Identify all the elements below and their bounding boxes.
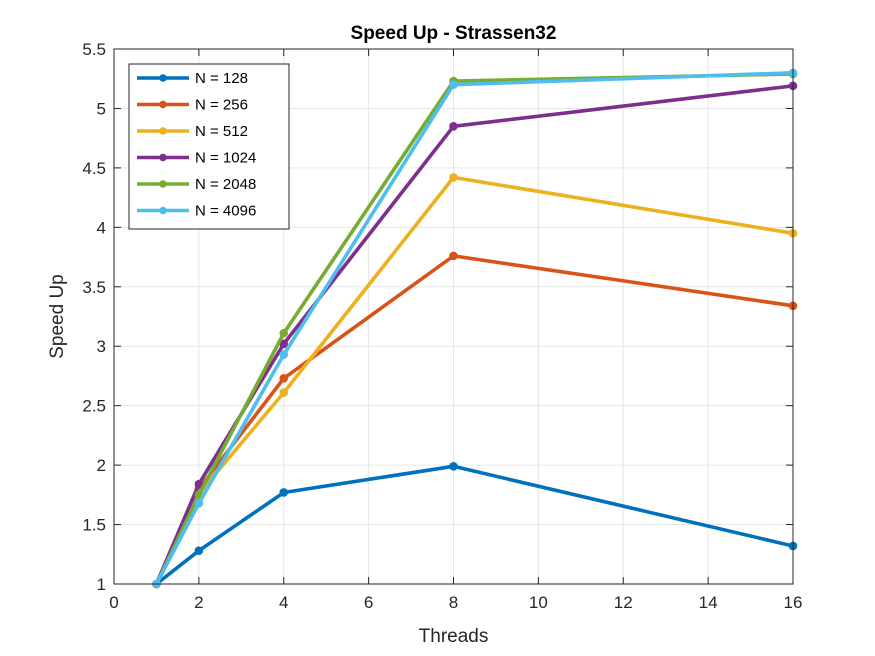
y-tick-label: 4.5 bbox=[82, 159, 106, 178]
axis-ticks: 0 2 4 6 8 10 12 14 16 1 1.5 2 2.5 3 3.5 4 4.5 5 5.5 bbox=[82, 40, 802, 612]
legend-label: N = 2048 bbox=[195, 176, 256, 193]
legend-label: N = 256 bbox=[195, 97, 248, 114]
x-tick-label: 10 bbox=[529, 593, 548, 612]
data-point bbox=[279, 488, 289, 497]
y-tick-label: 1 bbox=[97, 575, 106, 594]
data-point bbox=[279, 350, 289, 359]
y-tick-label: 2 bbox=[97, 456, 106, 475]
y-tick-label: 1.5 bbox=[82, 516, 106, 535]
y-tick-label: 5 bbox=[97, 99, 106, 118]
data-point bbox=[279, 374, 289, 383]
legend-marker bbox=[159, 100, 167, 109]
legend-label: N = 1024 bbox=[195, 150, 256, 167]
legend-label: N = 128 bbox=[195, 70, 248, 87]
legend-marker bbox=[159, 206, 167, 215]
y-tick-label: 3 bbox=[97, 337, 106, 356]
y-tick-label: 5.5 bbox=[82, 40, 106, 59]
legend-box bbox=[128, 63, 290, 230]
data-point bbox=[194, 498, 204, 508]
legend-marker bbox=[159, 74, 167, 82]
data-point bbox=[194, 546, 204, 556]
chart-title: Speed Up - Strassen32 bbox=[351, 23, 557, 44]
x-tick-label: 0 bbox=[109, 593, 118, 612]
legend: N = 128 N = 256 N = 512 N = 1024 N = 2048 N =… bbox=[128, 63, 290, 230]
data-point bbox=[449, 462, 458, 471]
y-tick-label: 4 bbox=[97, 218, 106, 237]
x-tick-label: 8 bbox=[449, 593, 458, 612]
x-tick-label: 4 bbox=[279, 593, 288, 612]
y-axis-label: Speed Up bbox=[47, 274, 68, 359]
x-tick-label: 16 bbox=[784, 593, 803, 612]
legend-marker bbox=[159, 180, 167, 188]
legend-label: N = 4096 bbox=[195, 203, 256, 220]
data-point bbox=[449, 80, 458, 89]
y-tick-label: 2.5 bbox=[82, 397, 106, 416]
legend-marker bbox=[159, 153, 167, 162]
series-layer bbox=[152, 68, 798, 589]
x-tick-label: 2 bbox=[194, 593, 203, 612]
data-point bbox=[279, 388, 289, 397]
y-tick-label: 3.5 bbox=[82, 278, 106, 297]
legend-label: N = 512 bbox=[195, 123, 248, 140]
data-point bbox=[449, 173, 458, 182]
data-point bbox=[279, 328, 289, 338]
x-tick-label: 6 bbox=[364, 593, 373, 612]
legend-marker bbox=[159, 127, 167, 135]
x-tick-label: 14 bbox=[699, 593, 718, 612]
x-tick-label: 12 bbox=[614, 593, 633, 612]
data-point bbox=[449, 121, 458, 131]
x-axis-label: Threads bbox=[419, 626, 489, 647]
data-point bbox=[449, 251, 458, 261]
